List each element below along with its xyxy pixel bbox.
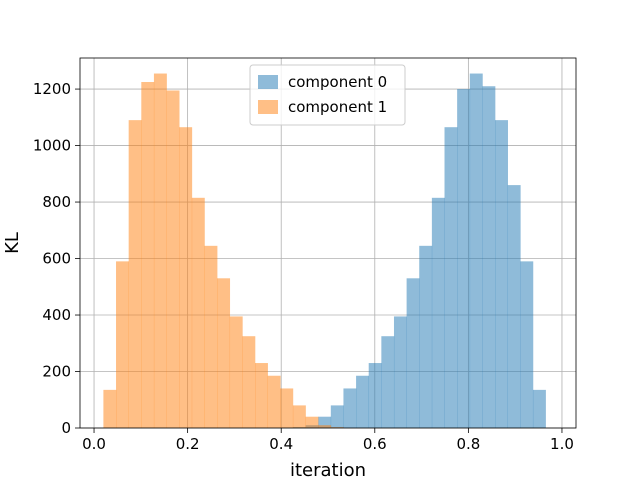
- histogram-bar-component-1: [191, 197, 205, 428]
- histogram-bar-component-1: [242, 336, 256, 428]
- y-tick-label: 400: [42, 306, 71, 324]
- histogram-bar-component-1: [292, 405, 306, 428]
- histogram-bar-component-1: [103, 389, 117, 428]
- histogram-bar-component-1: [217, 278, 231, 428]
- legend-swatch: [258, 100, 278, 114]
- x-tick-label: 0.0: [82, 435, 106, 453]
- histogram-bar-component-0: [419, 245, 433, 428]
- legend-label: component 1: [288, 98, 387, 116]
- histogram-bar-component-0: [482, 86, 496, 429]
- y-tick-label: 600: [42, 250, 71, 268]
- histogram-bar-component-0: [356, 375, 370, 428]
- x-axis-ticks: 0.0 0.2 0.4 0.6 0.8 1.0: [82, 428, 574, 453]
- y-tick-label: 0: [61, 419, 71, 437]
- x-tick-label: 1.0: [550, 435, 574, 453]
- histogram-bar-component-1: [318, 425, 332, 428]
- histogram-bar-component-1: [204, 245, 218, 428]
- legend-box: [249, 64, 406, 126]
- histogram-bar-component-0: [381, 336, 395, 428]
- histogram-bar-component-1: [153, 73, 167, 428]
- histogram-bars: [103, 73, 546, 429]
- histogram-bar-component-1: [330, 427, 344, 428]
- plot-frame: [79, 57, 577, 429]
- histogram-bar-component-0: [532, 389, 546, 428]
- histogram-bar-component-0: [507, 185, 521, 428]
- x-tick-label: 0.2: [176, 435, 200, 453]
- y-axis-ticks: 0 200 400 600 800 1000 1200: [33, 80, 80, 437]
- legend-swatch: [258, 75, 278, 89]
- x-tick-label: 0.8: [456, 435, 480, 453]
- histogram-bar-component-0: [444, 127, 458, 428]
- legend: component 0 component 1: [249, 64, 406, 126]
- y-tick-label: 1200: [33, 80, 71, 98]
- histogram-bar-component-1: [166, 90, 180, 428]
- histogram-bar-component-1: [280, 388, 294, 428]
- histogram-bar-component-1: [128, 120, 142, 429]
- histogram-bar-component-0: [520, 261, 534, 428]
- y-tick-label: 800: [42, 193, 71, 211]
- histogram-bar-component-1: [116, 261, 129, 428]
- histogram-bar-component-1: [267, 375, 281, 428]
- x-tick-label: 0.6: [363, 435, 387, 453]
- histogram-bar-component-0: [393, 316, 407, 428]
- y-axis-label: KL: [2, 232, 23, 254]
- legend-label: component 0: [288, 73, 387, 91]
- histogram-bar-component-0: [368, 363, 382, 428]
- y-tick-label: 1000: [33, 137, 71, 155]
- histogram-bar-component-0: [431, 197, 445, 428]
- histogram-bar-component-1: [305, 416, 319, 428]
- histogram-bar-component-0: [330, 405, 344, 428]
- histogram-bar-component-0: [469, 73, 483, 428]
- histogram-bar-component-0: [495, 120, 508, 429]
- x-tick-label: 0.4: [269, 435, 293, 453]
- histogram-bar-component-0: [318, 416, 332, 428]
- histogram-bar-component-0: [406, 278, 420, 428]
- histogram-bar-component-0: [457, 89, 471, 429]
- histogram-bar-component-1: [179, 127, 193, 428]
- x-axis-label: iteration: [290, 460, 366, 480]
- histogram-bar-component-0: [343, 388, 357, 428]
- histogram-bar-component-1: [141, 82, 155, 429]
- y-tick-label: 200: [42, 363, 71, 381]
- histogram-bar-component-1: [255, 363, 268, 428]
- histogram-bar-component-1: [229, 316, 243, 428]
